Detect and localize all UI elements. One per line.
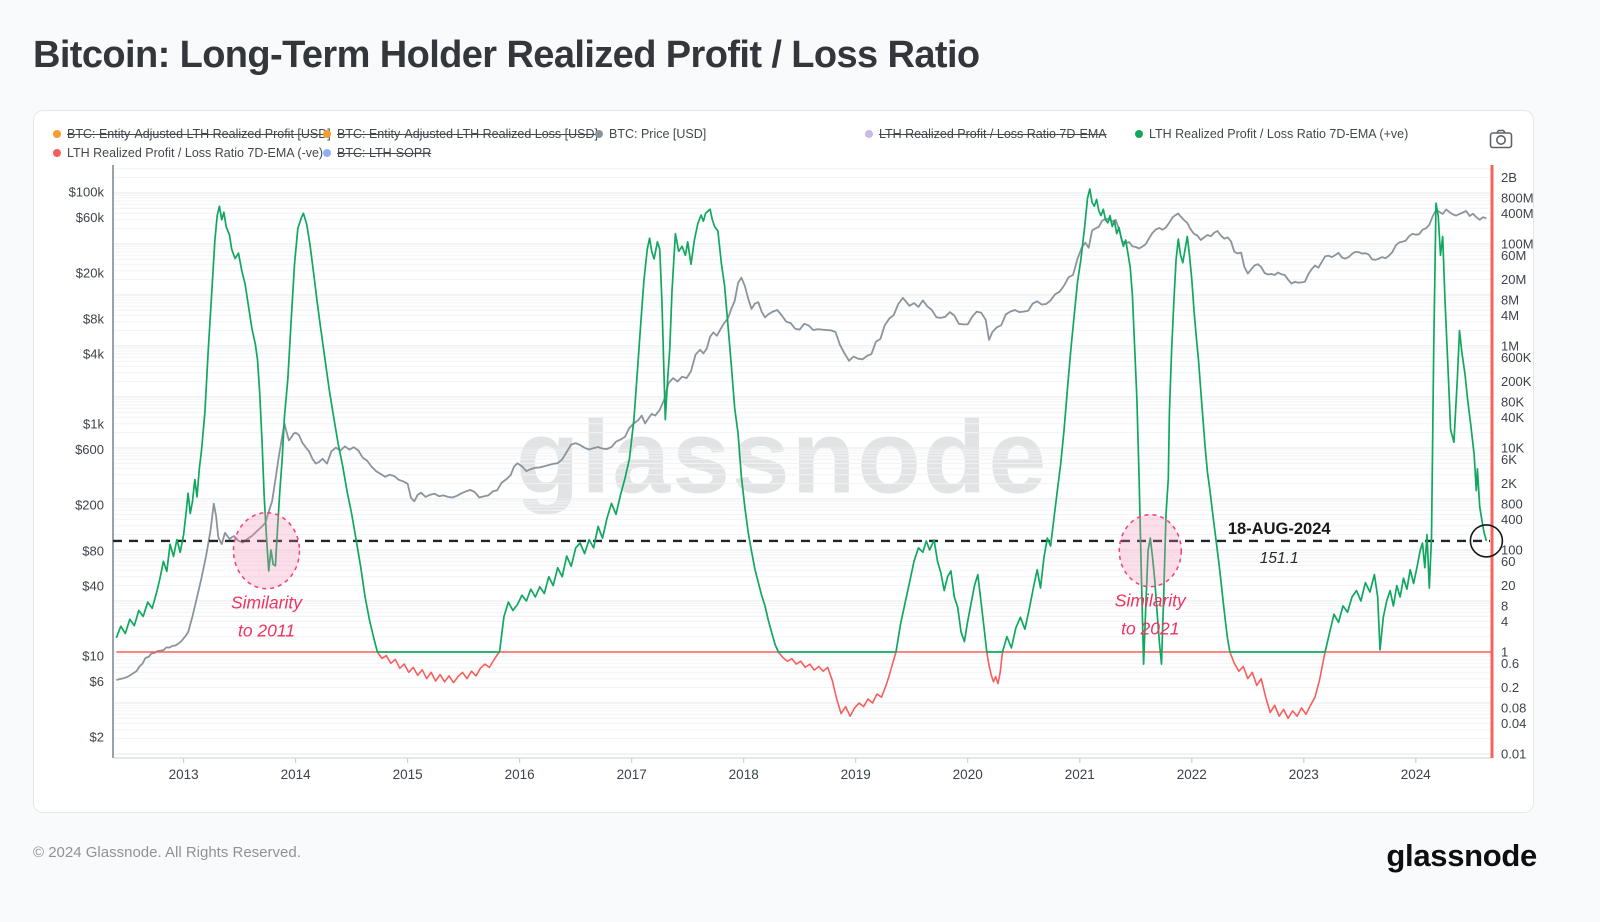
svg-text:2013: 2013 [169,767,199,782]
ratio-positive-line [115,188,1488,665]
svg-text:0.08: 0.08 [1501,700,1526,715]
svg-text:2022: 2022 [1177,767,1207,782]
svg-text:$4k: $4k [83,347,104,362]
svg-text:60M: 60M [1501,248,1526,263]
svg-text:$600: $600 [75,442,104,457]
legend-item-label: BTC: Entity-Adjusted LTH Realized Loss [… [337,127,598,141]
svg-text:0.2: 0.2 [1501,680,1519,695]
svg-text:2024: 2024 [1401,767,1432,782]
svg-text:0.6: 0.6 [1501,656,1519,671]
svg-text:2B: 2B [1501,170,1517,185]
footer-copyright: © 2024 Glassnode. All Rights Reserved. [33,844,301,861]
svg-text:$80: $80 [82,544,104,559]
svg-text:2015: 2015 [393,767,423,782]
svg-text:$200: $200 [75,498,104,513]
legend-item[interactable]: BTC: Price [USD] [595,127,706,141]
legend-color-dot [865,130,873,138]
legend-item-label: LTH Realized Profit / Loss Ratio 7D-EMA … [1149,127,1409,141]
svg-text:$100k: $100k [69,184,105,199]
svg-text:$2: $2 [90,730,104,745]
chart-card: BTC: Entity-Adjusted LTH Realized Profit… [33,110,1534,813]
svg-text:20: 20 [1501,578,1515,593]
svg-text:8M: 8M [1501,292,1519,307]
legend-color-dot [53,149,61,157]
svg-text:$1k: $1k [83,416,104,431]
svg-text:2023: 2023 [1289,767,1319,782]
svg-text:Similarity: Similarity [1115,591,1187,611]
svg-text:800M: 800M [1501,190,1534,205]
svg-text:2014: 2014 [281,767,312,782]
svg-text:1: 1 [1501,645,1508,660]
svg-text:20M: 20M [1501,272,1526,287]
legend-item-label: BTC: Price [USD] [609,127,707,141]
svg-text:2017: 2017 [617,767,647,782]
svg-text:200K: 200K [1501,374,1532,389]
legend-item[interactable]: LTH Realized Profit / Loss Ratio 7D-EMA … [1135,127,1408,141]
legend-color-dot [595,130,603,138]
glassnode-logo: glassnode [1386,838,1537,873]
svg-text:$60k: $60k [76,210,105,225]
svg-text:$20k: $20k [76,266,105,281]
svg-text:400M: 400M [1501,206,1534,221]
legend-item[interactable]: LTH Realized Profit / Loss Ratio 7D-EMA … [53,146,323,160]
camera-icon [1489,129,1513,148]
svg-text:to 2011: to 2011 [238,621,295,641]
svg-text:18-AUG-2024: 18-AUG-2024 [1228,520,1332,538]
svg-text:0.04: 0.04 [1501,716,1526,731]
svg-text:4: 4 [1501,614,1508,629]
svg-text:$8k: $8k [83,312,104,327]
svg-text:4M: 4M [1501,308,1519,323]
svg-text:0.01: 0.01 [1501,747,1526,762]
svg-text:8: 8 [1501,598,1508,613]
page-title: Bitcoin: Long-Term Holder Realized Profi… [33,34,980,76]
export-chart-button[interactable] [1487,128,1515,152]
svg-text:800: 800 [1501,496,1523,511]
svg-text:2020: 2020 [953,767,983,782]
legend-color-dot [323,149,331,157]
ratio-negative-line [116,651,1492,720]
svg-text:$6: $6 [90,674,104,689]
legend-color-dot [323,130,331,138]
y-axis-left-labels: $100k $60k $20k $8k $4k $1k $600 $200 $80 $40 $10 $… [69,184,105,744]
svg-text:$10: $10 [82,648,104,663]
similarity-annotation: Similarity to 2011 [231,511,303,641]
svg-text:$40: $40 [82,579,104,594]
btc-price-line [116,208,1487,681]
svg-text:600K: 600K [1501,350,1532,365]
legend-color-dot [1135,130,1143,138]
svg-text:80K: 80K [1501,394,1524,409]
x-axis-labels: 2013 2014 2015 2016 2017 2018 2019 2020 2021 2022… [169,758,1432,782]
legend-item[interactable]: BTC: Entity-Adjusted LTH Realized Loss [… [323,127,598,141]
svg-text:2016: 2016 [505,767,535,782]
svg-text:2K: 2K [1501,476,1517,491]
svg-text:to 2021: to 2021 [1121,619,1179,639]
legend-item-label: BTC: Entity-Adjusted LTH Realized Profit… [67,127,331,141]
svg-text:151.1: 151.1 [1260,550,1299,567]
svg-text:40K: 40K [1501,410,1524,425]
svg-text:2021: 2021 [1065,767,1095,782]
axis-lines [112,165,1494,759]
svg-text:60: 60 [1501,554,1515,569]
svg-text:100M: 100M [1501,237,1534,252]
svg-text:400: 400 [1501,512,1523,527]
svg-text:100: 100 [1501,543,1523,558]
svg-text:Similarity: Similarity [231,593,303,613]
legend-item-label: LTH Realized Profit / Loss Ratio 7D-EMA [879,127,1107,141]
svg-text:1M: 1M [1501,339,1519,354]
svg-text:2019: 2019 [841,767,871,782]
legend-color-dot [53,130,61,138]
legend-item[interactable]: BTC: Entity-Adjusted LTH Realized Profit… [53,127,331,141]
legend-item[interactable]: BTC: LTH-SOPR [323,146,431,160]
svg-text:2018: 2018 [729,767,759,782]
svg-text:10K: 10K [1501,441,1524,456]
similarity-annotation: Similarity to 2021 [1115,513,1187,639]
gridlines [113,168,1492,755]
legend-item-label: BTC: LTH-SOPR [337,146,432,160]
callout-label: 18-AUG-2024 151.1 [1228,520,1332,567]
svg-text:6K: 6K [1501,452,1517,467]
legend-item[interactable]: LTH Realized Profit / Loss Ratio 7D-EMA [865,127,1107,141]
legend-item-label: LTH Realized Profit / Loss Ratio 7D-EMA … [67,146,324,160]
latest-value-marker [1469,524,1504,558]
